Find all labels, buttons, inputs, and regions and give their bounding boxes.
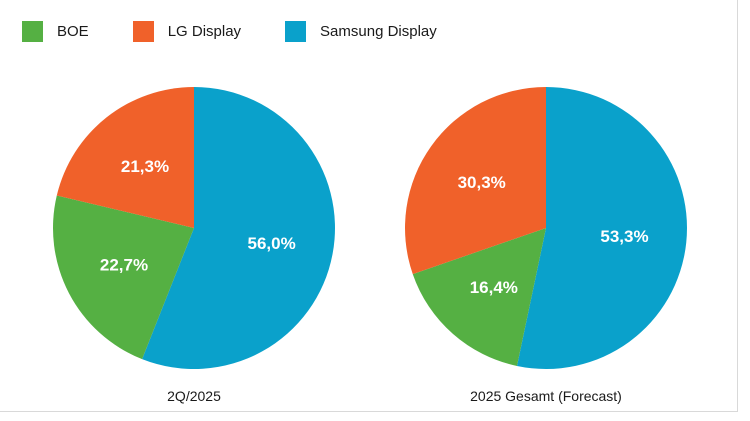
legend-label-lg-display: LG Display <box>167 23 242 40</box>
pie-chart-2025-forecast: 53,3% 16,4% 30,3% <box>405 87 687 369</box>
slice-label-boe: 16,4% <box>470 278 518 297</box>
slice-label-lg-display: 21,3% <box>121 157 169 176</box>
legend-item-lg-display: LG Display <box>132 21 242 42</box>
slice-label-samsung-display: 56,0% <box>247 234 295 253</box>
pie-slice-samsung-display <box>142 87 335 369</box>
legend-item-boe: BOE <box>22 21 89 42</box>
legend-swatch-lg-display <box>132 21 154 42</box>
chart-title-2q-2025: 2Q/2025 <box>167 388 221 404</box>
pie-chart-2q-2025: 56,0% 22,7% 21,3% <box>52 87 335 369</box>
slice-label-samsung-display: 53,3% <box>600 227 648 246</box>
slice-label-boe: 22,7% <box>100 256 148 275</box>
chart-title-2025-forecast: 2025 Gesamt (Forecast) <box>470 388 622 404</box>
pie-slice-samsung-display <box>516 87 687 369</box>
pie-slice-lg-display <box>56 87 194 228</box>
legend-item-samsung-display: Samsung Display <box>285 21 437 42</box>
legend-swatch-boe <box>22 21 43 42</box>
legend: BOE LG Display Samsung Display <box>22 21 481 42</box>
legend-label-boe: BOE <box>57 23 89 40</box>
chart-frame <box>0 0 738 412</box>
pie-slice-lg-display <box>405 87 546 275</box>
legend-label-samsung-display: Samsung Display <box>320 23 437 40</box>
pie-slice-boe <box>52 195 194 360</box>
slice-label-lg-display: 30,3% <box>458 173 506 192</box>
pie-slice-boe <box>412 228 546 366</box>
legend-swatch-samsung-display <box>285 21 307 42</box>
